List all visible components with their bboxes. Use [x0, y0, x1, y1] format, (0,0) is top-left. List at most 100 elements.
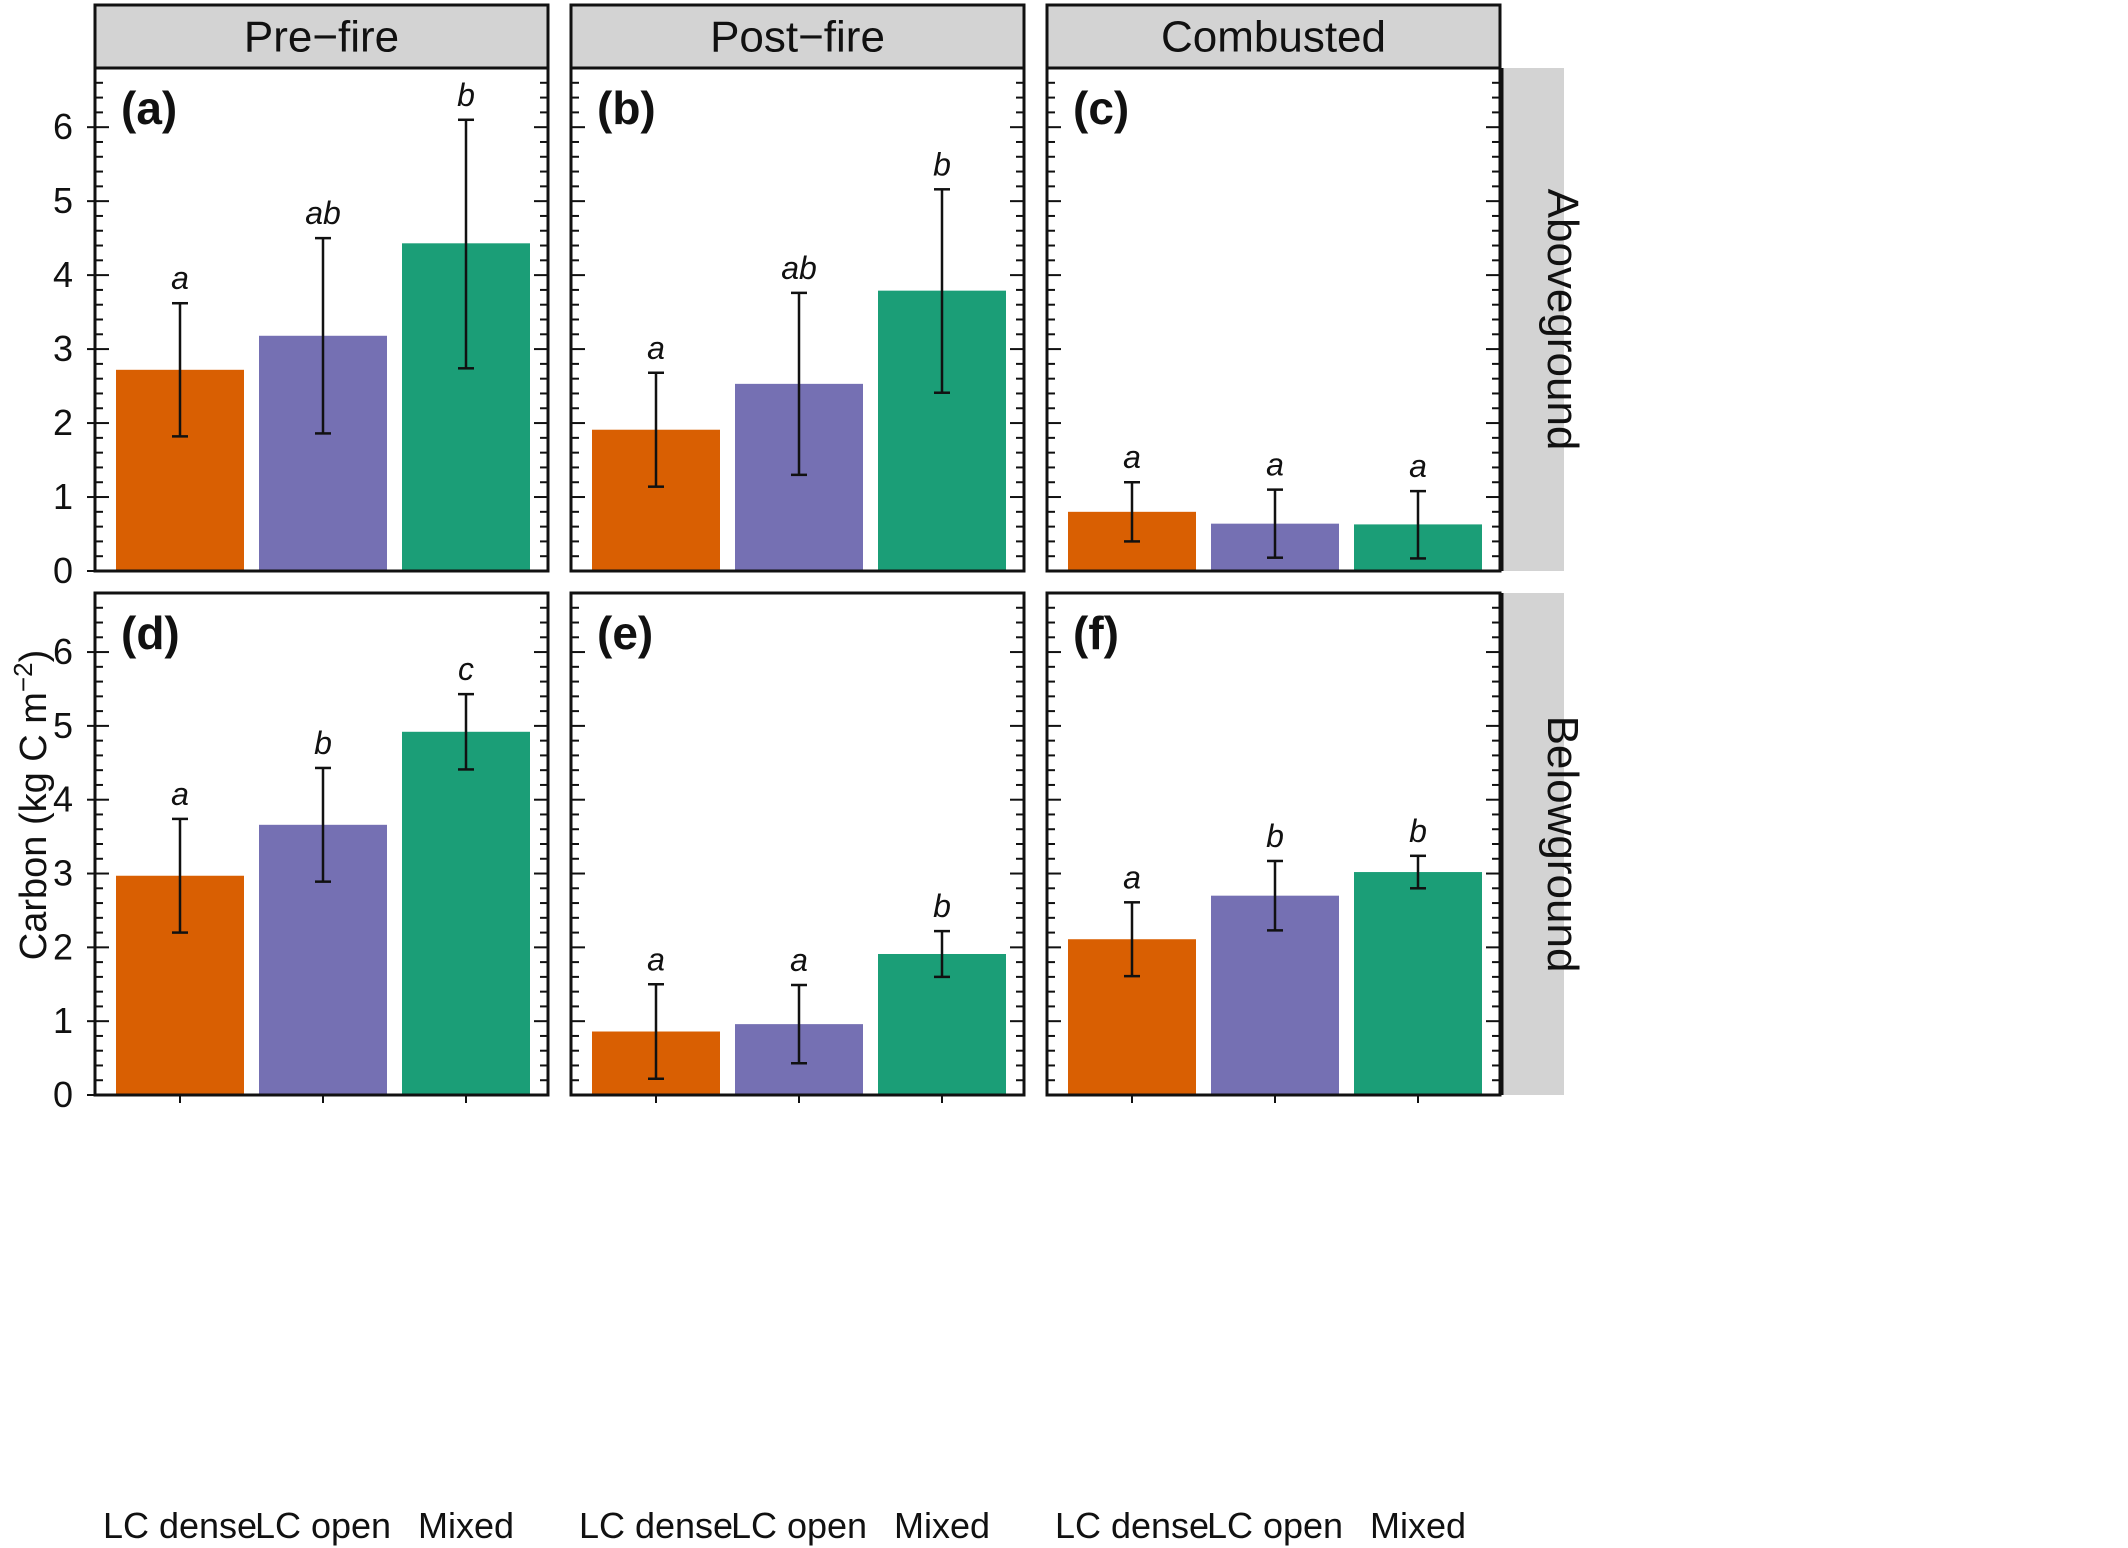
row-strip-label: Belowground: [1538, 716, 1587, 973]
y-tick-label: 0: [53, 550, 73, 591]
x-tick-label: LC open: [731, 1505, 867, 1546]
column-strip: Pre−fire: [93, 3, 550, 70]
row-strip: Belowground: [1500, 593, 1587, 1095]
error-bar: [1267, 859, 1283, 932]
significance-letter: b: [933, 146, 951, 182]
panel-tag: (c): [1073, 82, 1129, 134]
error-bar: [172, 301, 188, 438]
y-tick-label: 5: [53, 705, 73, 746]
y-axis: 0 1 2 3 4 5 6 0 1 2 3 4 5 6: [53, 106, 95, 1115]
significance-letter: b: [457, 77, 475, 113]
panel-tag: (a): [121, 82, 177, 134]
y-tick-label: 3: [53, 853, 73, 894]
error-bar: [315, 236, 331, 435]
y-axis-title-main: Carbon (kg C m: [13, 692, 55, 960]
column-strip-background: [93, 3, 550, 70]
row-strip: Aboveground: [1500, 68, 1587, 571]
significance-letter: a: [1123, 439, 1141, 475]
significance-letter: b: [1409, 813, 1427, 849]
x-tick-label: Mixed: [894, 1505, 990, 1546]
x-tick-label: Mixed: [418, 1505, 514, 1546]
panel-border: [93, 591, 550, 1097]
error-bar: [791, 983, 807, 1065]
y-tick-label: 2: [53, 926, 73, 967]
panel-e: a a b (e): [569, 591, 1026, 1097]
error-bar: [1410, 854, 1426, 890]
significance-letter: a: [1409, 448, 1427, 484]
panel-d: a b c (d): [93, 591, 550, 1097]
error-bar: [1124, 901, 1140, 978]
column-strip: Post−fire: [569, 3, 1026, 70]
error-bar: [648, 983, 664, 1081]
bar-mixed: [402, 731, 530, 1095]
y-tick-label: 1: [53, 476, 73, 517]
error-bar: [791, 291, 807, 477]
x-tick-label: LC open: [255, 1505, 391, 1546]
y-tick-label: 1: [53, 1000, 73, 1041]
error-bar: [934, 929, 950, 979]
y-tick-label: 4: [53, 254, 73, 295]
significance-letter: a: [171, 260, 189, 296]
error-bar: [1124, 480, 1140, 543]
significance-letter: a: [1123, 859, 1141, 895]
x-tick-label: Mixed: [1370, 1505, 1466, 1546]
column-strip-label: Pre−fire: [244, 13, 399, 62]
significance-letter: ab: [781, 250, 817, 286]
panel-tag: (e): [597, 607, 653, 659]
y-axis-title-superscript: −2: [8, 662, 38, 692]
significance-letter: ab: [305, 195, 341, 231]
significance-letter: b: [933, 888, 951, 924]
row-strip-label: Aboveground: [1538, 189, 1587, 451]
panel-f: a b b (f): [1045, 591, 1502, 1097]
column-strip-background: [1045, 3, 1502, 70]
y-tick-label: 0: [53, 1074, 73, 1115]
error-bar: [1410, 489, 1426, 560]
significance-letter: b: [1266, 818, 1284, 854]
y-tick-label: 3: [53, 328, 73, 369]
significance-letter: a: [647, 330, 665, 366]
panel-tag: (f): [1073, 607, 1119, 659]
significance-letter: a: [1266, 447, 1284, 483]
panel-background: [1047, 68, 1500, 571]
y-tick-label: 6: [53, 631, 73, 672]
y-tick-label: 4: [53, 779, 73, 820]
panel-a: a ab b (a): [93, 66, 550, 573]
error-bar: [172, 817, 188, 934]
significance-letter: a: [790, 942, 808, 978]
bar-mixed: [1354, 872, 1482, 1095]
error-bar: [458, 118, 474, 370]
panel-tag: (b): [597, 82, 656, 134]
error-bar: [648, 371, 664, 488]
y-axis-title: Carbon (kg C m−2): [8, 650, 55, 961]
column-strip-background: [569, 3, 1026, 70]
error-bar: [934, 188, 950, 394]
panel-tag: (d): [121, 607, 180, 659]
panel-border: [569, 591, 1026, 1097]
row-strip-background: [1502, 593, 1564, 1095]
facet-strip-layer: Pre−fire Post−fire Combusted Aboveground Bel…: [93, 3, 1587, 1095]
y-tick-label: 2: [53, 402, 73, 443]
column-strip-label: Combusted: [1161, 13, 1386, 62]
row-strip-background: [1502, 68, 1564, 571]
panel-border: [1045, 591, 1502, 1097]
x-tick-label: LC dense: [579, 1505, 733, 1546]
x-tick-label: LC dense: [1055, 1505, 1209, 1546]
y-tick-label: 5: [53, 180, 73, 221]
column-strip: Combusted: [1045, 3, 1502, 70]
error-bar: [1267, 488, 1283, 559]
significance-letter: c: [458, 651, 474, 687]
panel-b: a ab b (b): [569, 66, 1026, 573]
panel-c: a a a (c): [1045, 66, 1502, 573]
column-strip-label: Post−fire: [710, 13, 885, 62]
x-tick-label: LC open: [1207, 1505, 1343, 1546]
error-bar: [315, 766, 331, 883]
x-tick-label: LC dense: [103, 1505, 257, 1546]
error-bar: [458, 692, 474, 771]
significance-letter: b: [314, 725, 332, 761]
significance-letter: a: [171, 776, 189, 812]
significance-letter: a: [647, 941, 665, 977]
y-axis-title-suffix: ): [13, 650, 55, 663]
